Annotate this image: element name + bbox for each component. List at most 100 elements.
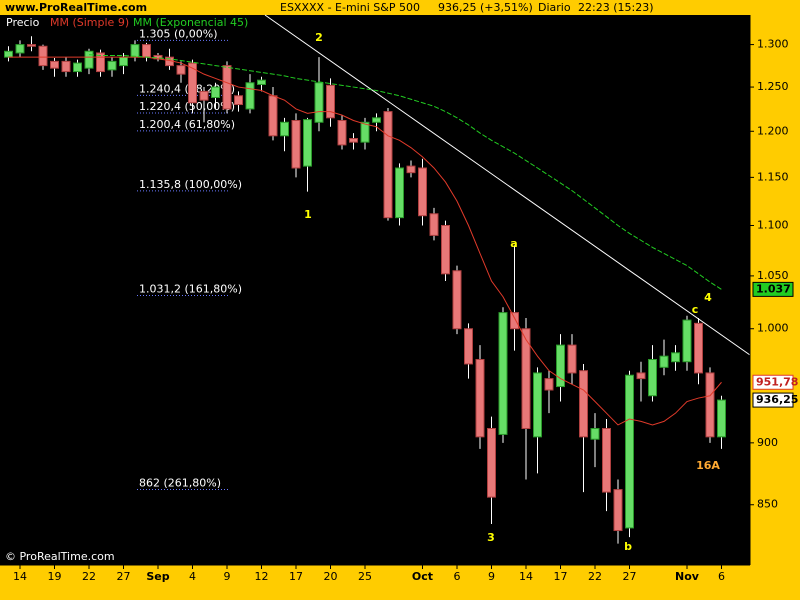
price-box-label: 1.037 xyxy=(756,282,791,295)
candle-body xyxy=(349,138,358,143)
candle-body xyxy=(314,82,324,123)
candle-body xyxy=(452,270,462,330)
x-tick-label: 12 xyxy=(255,570,269,583)
candle-body xyxy=(245,82,255,110)
candle-body xyxy=(222,65,232,110)
x-tick-label: 25 xyxy=(358,570,372,583)
candle-body xyxy=(268,95,278,137)
x-tick-label: 22 xyxy=(588,570,602,583)
candle-body xyxy=(498,312,508,435)
x-tick-label: 17 xyxy=(289,570,303,583)
x-tick-label: 14 xyxy=(13,570,27,583)
candle-body xyxy=(464,328,473,365)
candle-body xyxy=(280,121,289,137)
candle-body xyxy=(257,79,266,85)
x-tick-label: 4 xyxy=(189,570,196,583)
wave-label: a xyxy=(510,237,517,250)
fib-label: 1.240,4 (38,20%) xyxy=(139,82,235,95)
candle-body xyxy=(395,167,404,219)
candle-body xyxy=(199,90,209,101)
candle-body xyxy=(303,119,312,167)
fib-label: 1.135,8 (100,00%) xyxy=(139,178,242,191)
wave-label: 4 xyxy=(704,291,712,304)
x-tick-label: 6 xyxy=(718,570,725,583)
x-tick-label: 14 xyxy=(519,570,533,583)
x-tick-label: 27 xyxy=(117,570,131,583)
y-tick-label: 1.100 xyxy=(757,219,789,232)
candle-body xyxy=(533,372,542,438)
x-tick-label: 6 xyxy=(454,570,461,583)
candle-body xyxy=(326,84,335,119)
x-tick-label: 9 xyxy=(488,570,495,583)
wave-label: b xyxy=(624,540,632,553)
candle-body xyxy=(406,165,416,174)
candle-body xyxy=(38,45,48,67)
y-tick-label: 850 xyxy=(757,498,778,511)
x-tick-label: Sep xyxy=(146,570,169,583)
x-tick-label: 22 xyxy=(82,570,96,583)
period: Diario xyxy=(538,1,571,14)
fib-label: 1.200,4 (61,80%) xyxy=(139,118,235,131)
candle-body xyxy=(487,427,496,498)
candle-body xyxy=(383,111,393,219)
wave-label: c xyxy=(692,303,699,316)
candle-body xyxy=(636,372,646,380)
candle-body xyxy=(625,374,634,529)
candle-body xyxy=(510,312,519,330)
legend-entry: MM (Simple 9) xyxy=(50,16,129,29)
fib-label: 1.031,2 (161,80%) xyxy=(139,282,242,295)
price-box xyxy=(752,374,794,390)
y-tick-label: 1.300 xyxy=(757,38,789,51)
price-box xyxy=(752,392,794,408)
candle-body xyxy=(521,328,531,429)
fib-label: 862 (261,80%) xyxy=(139,477,221,490)
candle-body xyxy=(61,60,71,73)
fib-label: 1.220,4 (50,00%) xyxy=(139,100,235,113)
candle-body xyxy=(418,167,427,217)
x-tick-label: 20 xyxy=(324,570,338,583)
y-tick-label: 1.000 xyxy=(757,322,789,335)
candle-body xyxy=(84,50,94,69)
y-tick-label: 1.200 xyxy=(757,124,789,137)
plot-area xyxy=(0,15,750,565)
candle-body xyxy=(544,378,554,391)
y-tick-label: 900 xyxy=(757,436,778,449)
price-box-label: 936,25 xyxy=(756,393,798,406)
candle-body xyxy=(4,50,13,58)
candle-body xyxy=(475,358,485,438)
candle-body xyxy=(337,119,347,146)
wave-label: 16A xyxy=(696,459,720,472)
candle-body xyxy=(717,399,726,438)
x-tick-label: 27 xyxy=(623,570,637,583)
candle-body xyxy=(648,358,657,397)
wave-label: 3 xyxy=(487,531,495,544)
ma-line xyxy=(8,56,722,426)
copyright: © ProRealTime.com xyxy=(5,550,115,563)
price-box-label: 951,78 xyxy=(756,375,798,388)
candle-body xyxy=(671,352,680,363)
candle-body xyxy=(705,372,715,438)
candle-body xyxy=(659,355,669,368)
quote: 936,25 (+3,51%) xyxy=(438,1,533,14)
candle-body xyxy=(613,489,623,532)
x-tick-label: 19 xyxy=(48,570,62,583)
trend-line xyxy=(264,14,751,356)
candle-body xyxy=(567,344,577,374)
candle-body xyxy=(579,370,588,438)
price-box xyxy=(752,281,794,297)
x-tick-label: Oct xyxy=(412,570,433,583)
candle-body xyxy=(176,65,186,75)
x-tick-label: Nov xyxy=(675,570,700,583)
candle-body xyxy=(142,44,151,58)
candle-body xyxy=(15,44,25,54)
fib-label: 1.305 (0,00%) xyxy=(139,27,218,40)
candle-body xyxy=(234,95,243,106)
candle-body xyxy=(27,44,36,47)
candle-body xyxy=(682,319,692,363)
candle-body xyxy=(590,427,600,440)
candle-body xyxy=(73,62,82,73)
candle-body xyxy=(188,62,197,104)
legend-entry: Precio xyxy=(6,16,40,29)
